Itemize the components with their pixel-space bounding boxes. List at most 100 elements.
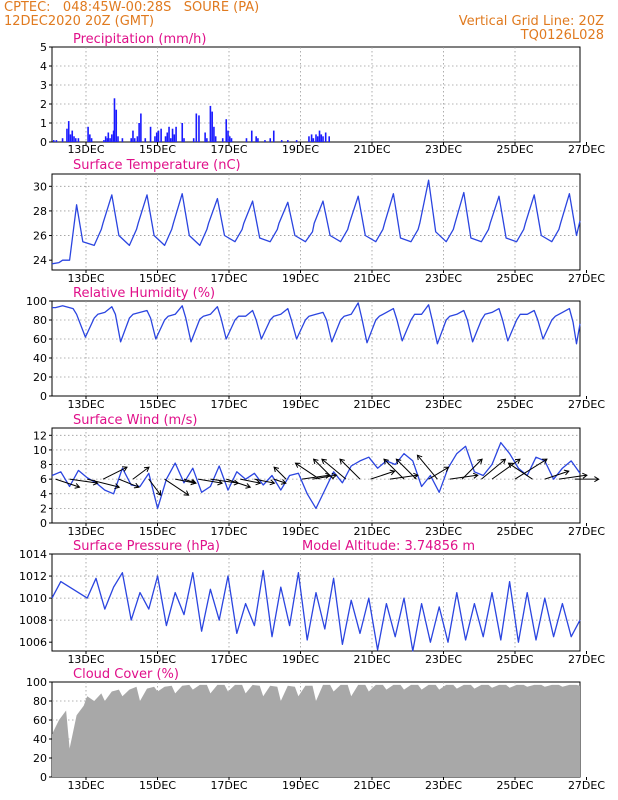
- wind-vector-head: [122, 466, 128, 472]
- precip-bar: [257, 138, 259, 142]
- y-tick-label: 30: [33, 180, 47, 193]
- x-tick-label: 13DEC: [67, 653, 104, 666]
- precip-bar: [250, 130, 253, 142]
- precip-bar: [211, 111, 213, 142]
- wind-vector-head: [312, 458, 319, 465]
- x-tick-label: 25DEC: [496, 398, 533, 411]
- x-tick-label: 15DEC: [139, 398, 176, 411]
- x-tick-label: 19DEC: [282, 653, 319, 666]
- precip-bar: [225, 119, 228, 142]
- y-tick-label: 100: [26, 676, 47, 689]
- x-tick-label: 25DEC: [496, 272, 533, 285]
- wind-vector-shaft: [508, 462, 533, 480]
- precip-bar: [316, 136, 319, 142]
- chart-header: CPTEC: 048:45W-00:28S SOURE (PA) 12DEC20…: [0, 0, 618, 48]
- wind-vector-shaft: [148, 478, 162, 496]
- x-tick-label: 17DEC: [210, 143, 247, 156]
- precip-bar: [227, 130, 229, 142]
- wind-vector-shaft: [254, 478, 275, 484]
- x-tick-label: 17DEC: [210, 779, 247, 792]
- wind-vector: [544, 469, 570, 480]
- precip-bar: [61, 138, 64, 142]
- wind-vector-shaft: [312, 474, 337, 480]
- x-tick-label: 15DEC: [139, 653, 176, 666]
- precip-bar: [73, 136, 75, 142]
- precip-bar: [109, 138, 111, 142]
- wind-vector-head: [395, 458, 402, 465]
- wind-vector: [395, 458, 417, 480]
- precip-bar: [71, 130, 74, 142]
- temp-line: [51, 179, 581, 265]
- pressure-line: [51, 569, 581, 652]
- wind-vector-shaft: [87, 478, 120, 488]
- y-tick-label: 1: [40, 117, 47, 130]
- forecast-start-label: 12DEC2020 20Z (GMT): [4, 14, 155, 29]
- y-tick-label: 0: [40, 517, 47, 530]
- y-tick-label: 1012: [19, 570, 47, 583]
- wind-vector-head: [191, 479, 197, 485]
- wind-vector-head: [416, 454, 423, 461]
- wind-vector-head: [413, 472, 419, 479]
- precip-bar: [166, 132, 169, 142]
- x-tick-label: 13DEC: [67, 272, 104, 285]
- precip-bar: [89, 134, 91, 142]
- wind-vector-head: [443, 466, 450, 472]
- wind-vector-shaft: [69, 478, 98, 484]
- cloud-title: Cloud Cover (%): [73, 667, 179, 682]
- x-tick-label: 25DEC: [496, 779, 533, 792]
- wind-vector: [183, 478, 197, 485]
- wind-vector-head: [582, 472, 588, 479]
- wind-vector-shaft: [383, 458, 405, 480]
- wind-vector-shaft: [461, 458, 483, 480]
- x-tick-label: 21DEC: [353, 653, 390, 666]
- x-tick-label: 25DEC: [496, 525, 533, 538]
- plot-frame: [51, 173, 581, 271]
- precip-bar: [195, 113, 198, 142]
- wind-vector-head: [563, 469, 570, 476]
- precip-bar: [87, 126, 89, 142]
- wind-vector: [148, 478, 162, 496]
- precip-bar: [206, 138, 208, 142]
- precip-bar: [115, 109, 118, 142]
- y-tick-label: 40: [33, 733, 47, 746]
- x-tick-label: 21DEC: [353, 525, 390, 538]
- y-tick-label: 20: [33, 371, 47, 384]
- precip-bar: [144, 138, 147, 142]
- precip-bar: [308, 136, 310, 142]
- wind-line: [51, 441, 581, 510]
- wind-vector-shaft: [491, 458, 521, 480]
- wind-vector-shaft: [118, 478, 140, 488]
- wind-vector-shaft: [417, 454, 438, 480]
- x-tick-label: 15DEC: [139, 272, 176, 285]
- wind-vector-shaft: [273, 478, 286, 484]
- x-tick-label: 13DEC: [67, 398, 104, 411]
- precip-bar: [164, 136, 167, 142]
- x-tick-label: 23DEC: [425, 525, 462, 538]
- x-tick-label: 27DEC: [568, 525, 605, 538]
- wind-vector: [240, 478, 262, 486]
- wind-vector: [87, 478, 121, 490]
- humidity-title: Relative Humidity (%): [73, 286, 215, 301]
- precip-bar: [77, 138, 80, 142]
- wind-vector-head: [74, 483, 81, 489]
- precip-bar: [320, 134, 323, 142]
- model-id-label: TQ0126L028: [520, 28, 604, 43]
- x-tick-label: 27DEC: [568, 779, 605, 792]
- model-altitude-annotation: Model Altitude: 3.74856 m: [302, 539, 475, 554]
- cloud-panel: 13DEC 15DEC 17DEC 19DEC 21DEC 23DEC 25DEC 27DEC…: [26, 667, 605, 792]
- precip-bar: [132, 130, 134, 142]
- grid-line-note: Vertical Grid Line: 20Z: [458, 14, 604, 29]
- precip-bar: [328, 136, 330, 142]
- wind-vector-head: [143, 466, 150, 472]
- precip-bar: [183, 138, 185, 142]
- cloud-cover-area: [52, 684, 580, 777]
- precip-bar: [315, 134, 317, 142]
- precip-bar: [121, 138, 124, 142]
- wind-vector-shaft: [428, 466, 449, 480]
- wind-vector: [321, 458, 347, 480]
- wind-vector: [273, 466, 287, 480]
- wind-vector-head: [389, 469, 396, 476]
- precip-bar: [287, 140, 289, 142]
- y-tick-label: 8: [40, 459, 47, 472]
